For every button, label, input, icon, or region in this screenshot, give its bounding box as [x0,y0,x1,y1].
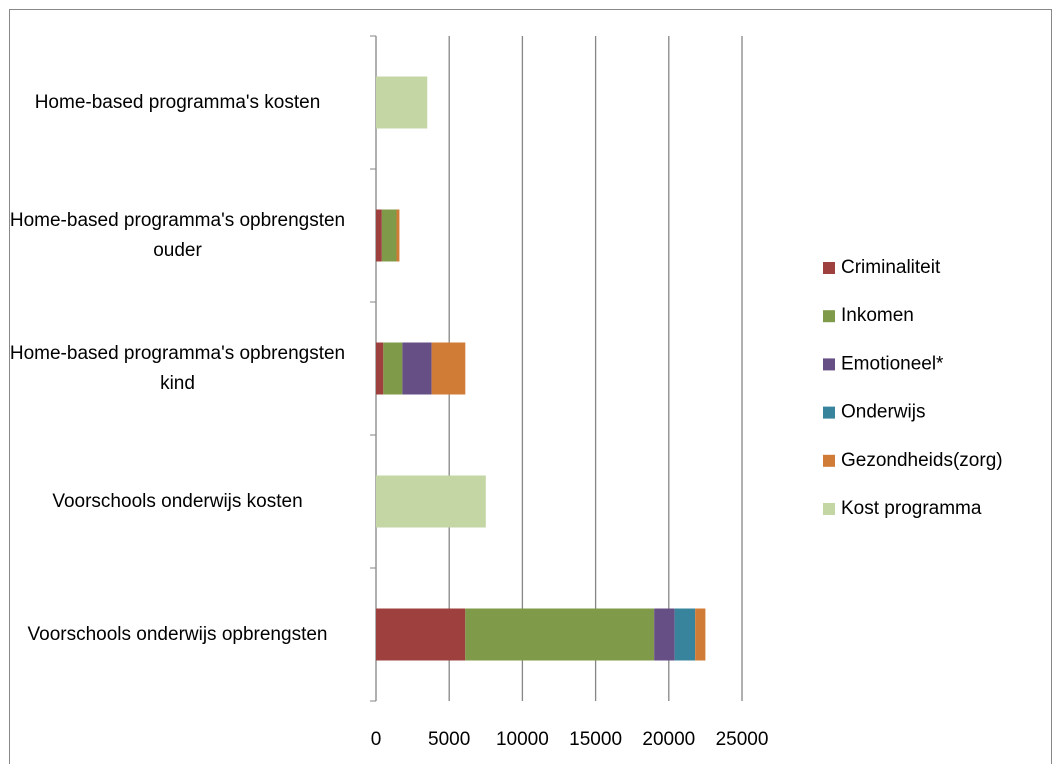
legend-swatch [823,406,835,419]
x-tick-label: 15000 [569,729,622,750]
bar-segment [465,608,655,661]
legend-swatch [823,262,835,274]
bar-segment [376,608,466,661]
legend-swatch [823,310,835,323]
bar-segment [402,342,432,395]
bar-segment [376,209,382,262]
legend-swatch [823,454,835,467]
legend-label: Gezondheids(zorg) [841,450,1003,471]
legend-label: Criminaliteit [841,257,941,278]
bar-segment [695,608,706,661]
y-tick-label: Home-based programma's opbrengsten kind [9,342,346,394]
x-tick-label: 25000 [716,729,769,750]
bar-segment [376,342,384,395]
x-tick-label: 0 [371,729,382,750]
y-tick-label: Voorschools onderwijs kosten [52,490,303,512]
legend-label: Emotioneel* [841,353,944,374]
legend-label: Kost programma [841,498,982,519]
chart-border [9,9,1052,764]
bar-segment [383,342,403,395]
legend-swatch [823,358,835,371]
legend-label: Inkomen [841,305,914,326]
bar-segment [381,209,397,262]
bar-segment [396,209,400,262]
x-tick-label: 20000 [642,729,695,750]
y-tick-label: Home-based programma's kosten [34,91,321,113]
bar-segment [431,342,466,395]
bar-segment [376,76,428,129]
x-tick-label: 10000 [496,729,549,750]
legend-label: Onderwijs [841,402,925,423]
bar-segment [674,608,696,661]
y-tick-label: Voorschools onderwijs opbrengsten [27,623,328,645]
bar-segment [654,608,675,661]
y-tick-label: Home-based programma's opbrengsten ouder [9,209,346,261]
bar-segment [376,475,486,528]
legend-swatch [823,503,835,515]
x-tick-label: 5000 [428,729,470,750]
